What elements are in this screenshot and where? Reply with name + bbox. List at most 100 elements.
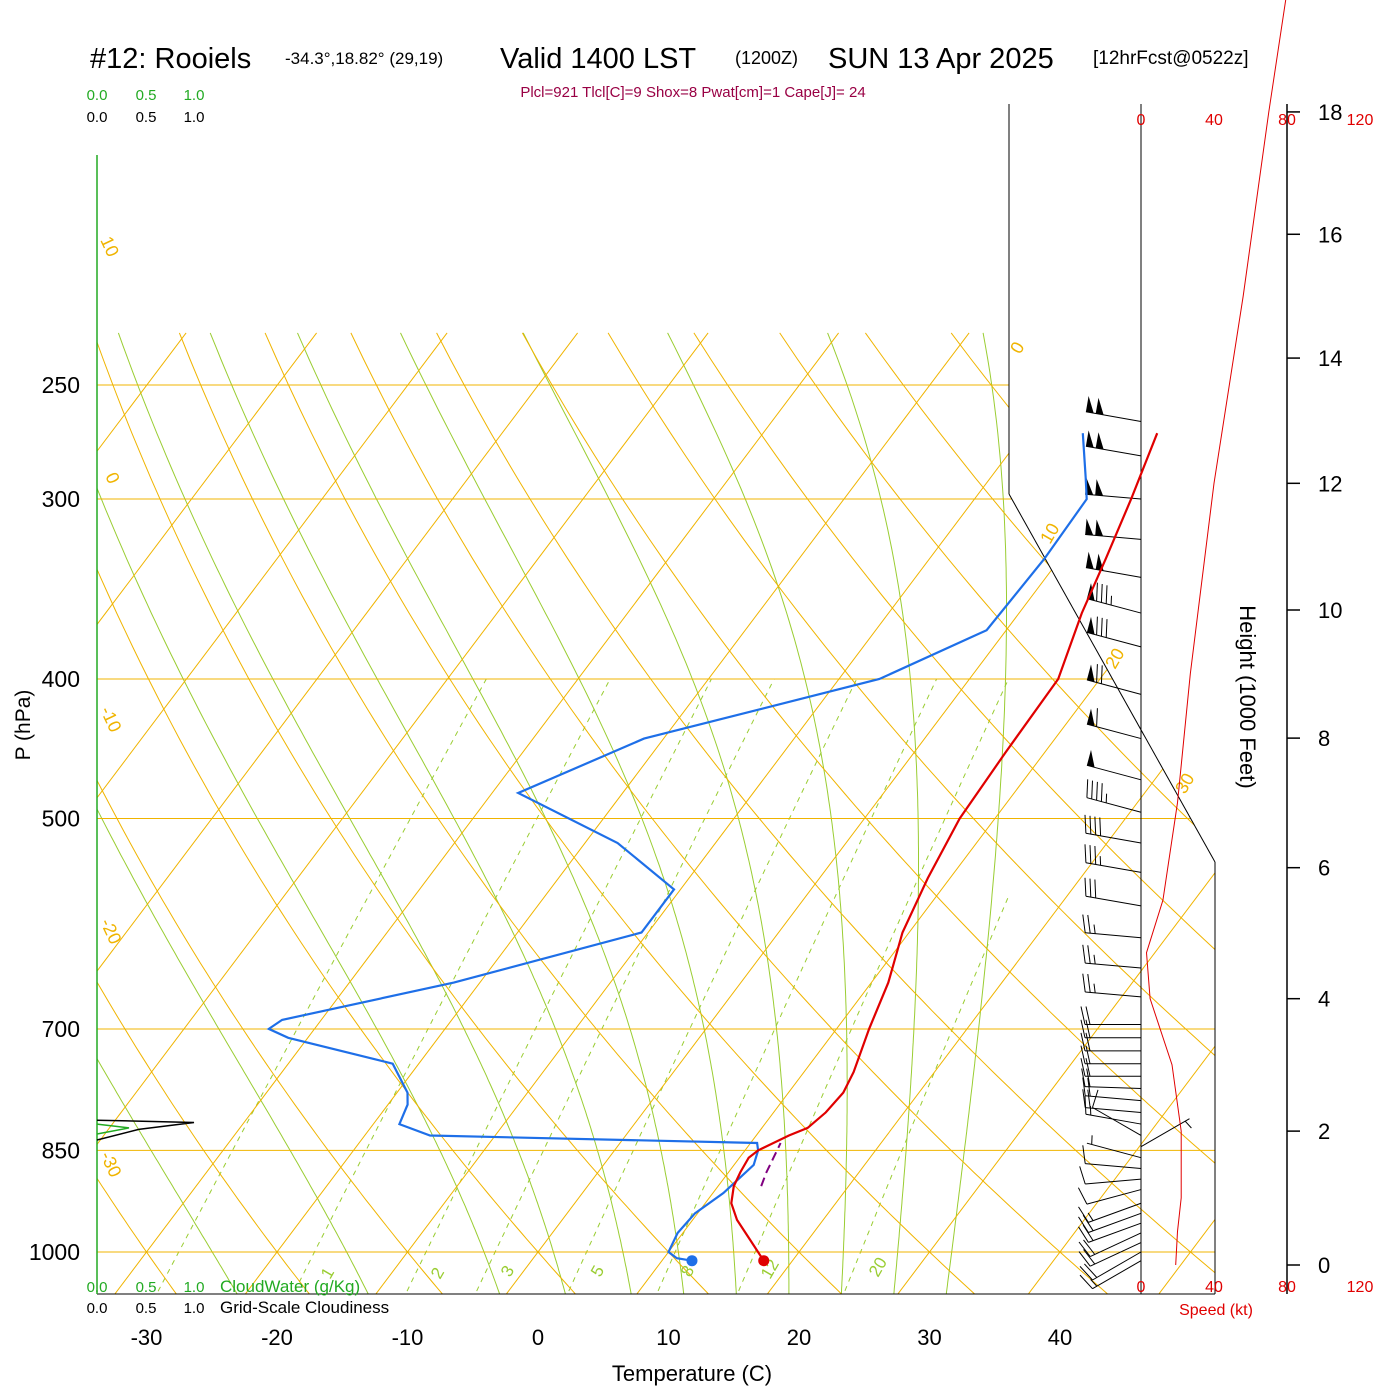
dry-adiabat	[97, 332, 315, 1294]
wind-panel	[1140, 104, 1288, 1294]
x-tick-label: 20	[787, 1325, 811, 1350]
wind-barb	[1084, 844, 1142, 873]
isotherm-label: 10	[1036, 520, 1063, 547]
speed-tick-label: 80	[1278, 112, 1296, 129]
wind-barb	[1084, 877, 1142, 907]
dry-adiabat	[97, 332, 582, 1294]
wind-barb	[1086, 749, 1142, 781]
mixing-ratio-line	[405, 678, 712, 1294]
moist-adiabat	[297, 332, 685, 1294]
dry-adiabat	[97, 332, 715, 1294]
moist-adiabat	[97, 332, 242, 1294]
chart-coords: -34.3°,18.82° (29,19)	[285, 49, 443, 68]
speed-tick-label: 0	[1137, 1279, 1146, 1296]
cloud-axis-label: 1.0	[184, 1279, 205, 1296]
pressure-tick-label: 250	[42, 372, 80, 398]
x-tick-label: -20	[261, 1325, 293, 1350]
wind-barb	[1082, 944, 1142, 969]
wind-barb	[1080, 1045, 1142, 1065]
moist-adiabat	[97, 332, 503, 1294]
cloud-axis-label: 0.5	[136, 1300, 157, 1317]
isotherm	[240, 332, 970, 1294]
isotherm	[1023, 332, 1215, 1294]
dry-adiabat	[350, 332, 1115, 1294]
cloud-axis-label: 1.0	[184, 109, 205, 126]
wind-barb	[1092, 1089, 1142, 1136]
x-axis-ticks: -30 -20 -10 0 10 20 30 40	[131, 1325, 1073, 1350]
isotherm-label: 30	[1171, 770, 1198, 797]
mixing-ratio-line	[736, 678, 1009, 1294]
stability-indices: Plcl=921 Tlcl[C]=9 Shox=8 Pwat[cm]=1 Cap…	[520, 84, 865, 101]
cloud-axis-label: 0.0	[87, 1300, 108, 1317]
wind-barb	[1082, 1145, 1142, 1169]
moist-adiabat	[522, 332, 790, 1294]
wind-barb	[1078, 1242, 1142, 1267]
wind-barb	[1085, 396, 1142, 422]
mixing-ratio-label: 3	[497, 1262, 518, 1280]
wind-barb	[1082, 973, 1142, 998]
speed-tick-label: 120	[1347, 112, 1374, 129]
isotherm-label: -10	[96, 703, 125, 735]
utc-time: (1200Z)	[735, 48, 798, 68]
wind-barb	[1085, 551, 1142, 578]
isotherm	[109, 332, 839, 1294]
height-tick-label: 10	[1318, 598, 1342, 623]
wind-barb	[1086, 1135, 1142, 1159]
wind-barb	[1078, 1202, 1142, 1223]
mixing-ratio-line	[566, 678, 858, 1294]
moist-adiabats	[97, 332, 1007, 1294]
isotherm-label: 0	[101, 469, 123, 487]
cloudiness-label: Grid-Scale Cloudiness	[220, 1298, 389, 1317]
wind-barb	[1082, 914, 1142, 939]
x-tick-label: 40	[1048, 1325, 1072, 1350]
wind-barb	[1078, 1222, 1142, 1243]
isotherm	[97, 332, 448, 1294]
isotherm-label: 20	[1101, 645, 1128, 672]
isotherm	[97, 332, 578, 1294]
wind-barb	[1080, 1058, 1142, 1077]
mixing-ratio-lines	[156, 678, 1009, 1294]
dry-adiabat	[178, 332, 849, 1294]
cloud-axis-labels: 0.0 0.5 1.0 0.0 0.5 1.0 0.0 0.5 1.0 0.0 0.5 1.0	[87, 87, 205, 1317]
cloud-axis-label: 1.0	[184, 87, 205, 104]
cloud-axis-label: 0.5	[136, 87, 157, 104]
wind-barb	[1081, 1068, 1142, 1090]
wind-barb	[1086, 779, 1142, 813]
wind-barb	[1082, 1089, 1142, 1113]
wind-barb	[1080, 1032, 1142, 1052]
mixing-ratio-label: 20	[865, 1254, 891, 1280]
height-tick-label: 8	[1318, 726, 1330, 751]
height-tick-label: 0	[1318, 1253, 1330, 1278]
isotherm	[892, 332, 1215, 1294]
cloud-water-line	[96, 1123, 130, 1135]
cloud-axis-label: 0.5	[136, 1279, 157, 1296]
wind-barb	[1080, 1019, 1142, 1039]
height-axis-label: Height (1000 Feet)	[1235, 605, 1260, 788]
moist-adiabat	[827, 332, 919, 1294]
wind-barbs	[1077, 396, 1192, 1290]
cloud-axis-label: 0.0	[87, 1279, 108, 1296]
x-tick-label: 0	[532, 1325, 544, 1350]
isobars	[97, 384, 1215, 1253]
mixing-ratio-line	[156, 678, 487, 1294]
speed-tick-label: 40	[1205, 1279, 1223, 1296]
parcel-line	[760, 1142, 782, 1187]
chart-title: #12: Rooiels	[90, 43, 251, 75]
wind-barb	[1085, 430, 1142, 457]
dry-adiabat	[693, 332, 1215, 1294]
height-tick-label: 4	[1318, 987, 1330, 1012]
x-axis-label: Temperature (C)	[612, 1361, 772, 1386]
pressure-tick-label: 300	[42, 486, 80, 512]
cloud-axis-label: 0.5	[136, 109, 157, 126]
surface-dewpoint-dot	[686, 1255, 698, 1267]
temperature-line	[730, 432, 1159, 1262]
dry-adiabat	[521, 332, 1215, 1294]
mixing-ratio-label: 5	[587, 1262, 608, 1280]
y-axis-label: P (hPa)	[12, 690, 35, 761]
wind-barb	[1086, 708, 1142, 740]
wind-barb	[1086, 616, 1142, 648]
dry-adiabat	[607, 332, 1215, 1294]
pressure-axis-ticks: 250 300 400 500 700 850 1000	[29, 372, 80, 1265]
wind-barb	[1080, 1006, 1142, 1025]
